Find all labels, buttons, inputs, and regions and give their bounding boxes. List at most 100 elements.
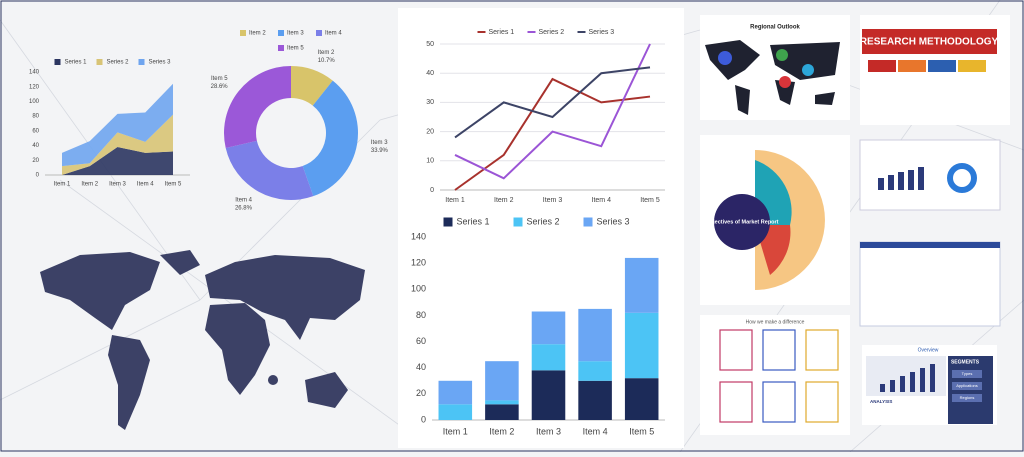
bar <box>485 361 519 401</box>
thumb-title: SEGMENTS <box>951 359 980 365</box>
legend-label: Item 5 <box>287 46 304 52</box>
y-tick-label: 80 <box>32 114 39 120</box>
step <box>958 60 986 72</box>
bar <box>578 361 612 381</box>
legend-label: Series 3 <box>149 60 172 66</box>
x-tick-label: Item 2 <box>81 182 98 188</box>
slice-label: Item 5 <box>211 76 228 82</box>
legend-label: Item 4 <box>325 31 342 37</box>
segment-label: Regions <box>960 395 975 400</box>
y-tick-label: 50 <box>426 41 434 48</box>
legend-label: Series 1 <box>65 60 88 66</box>
step <box>868 60 896 72</box>
bar <box>624 312 659 379</box>
world-map <box>40 250 365 430</box>
step <box>928 60 956 72</box>
donut-slice <box>223 66 291 149</box>
thumb-donut <box>947 163 977 193</box>
bar <box>531 344 566 371</box>
thumb-title: Overview <box>918 347 939 353</box>
legend-swatch <box>240 30 246 36</box>
y-tick-label: 60 <box>416 336 426 346</box>
slice-label: Item 4 <box>235 198 252 204</box>
legend-swatch <box>278 45 284 51</box>
legend-swatch <box>54 59 61 65</box>
x-tick-label: Item 1 <box>443 426 468 436</box>
x-tick-label: Item 4 <box>592 197 612 204</box>
x-tick-label: Item 5 <box>629 426 654 436</box>
line <box>454 77 651 191</box>
x-tick-label: Item 3 <box>109 182 126 188</box>
y-tick-label: 140 <box>411 231 426 241</box>
x-tick-label: Item 4 <box>583 426 608 436</box>
area <box>62 114 173 175</box>
legend-label: Item 2 <box>249 31 266 37</box>
thumb-map <box>705 40 840 115</box>
bar <box>485 400 519 405</box>
slice-value: 26.8% <box>235 206 253 212</box>
y-tick-label: 0 <box>36 173 40 179</box>
step <box>898 60 926 72</box>
slice-label: Item 3 <box>371 140 388 146</box>
y-tick-label: 100 <box>411 284 426 294</box>
y-tick-label: 100 <box>29 99 40 105</box>
legend-label: Series 3 <box>597 216 630 226</box>
slice-value: 33.9% <box>371 148 389 154</box>
x-tick-label: Item 5 <box>165 182 182 188</box>
y-tick-label: 30 <box>426 99 434 106</box>
legend-label: Item 3 <box>287 31 304 37</box>
x-tick-label: Item 1 <box>445 197 465 204</box>
bar <box>624 257 659 313</box>
wheel-center <box>714 194 770 250</box>
segment-chip <box>952 370 982 378</box>
y-tick-label: 10 <box>426 158 434 165</box>
legend-label: Series 2 <box>539 29 565 36</box>
thumb-table-head <box>860 242 1000 248</box>
thumb-title: RESEARCH METHODOLOGY <box>860 37 999 48</box>
x-tick-label: Item 2 <box>494 197 514 204</box>
donut-slice <box>225 140 314 200</box>
bar <box>485 404 519 420</box>
y-tick-label: 140 <box>29 70 40 76</box>
legend-swatch <box>513 217 523 227</box>
bar <box>624 378 659 420</box>
donut-slice <box>302 80 358 197</box>
x-tick-label: Item 2 <box>489 426 514 436</box>
x-tick-label: Item 3 <box>543 197 563 204</box>
bar <box>531 370 566 420</box>
thumb-boxes <box>719 329 839 423</box>
x-tick-label: Item 3 <box>536 426 561 436</box>
y-tick-label: 0 <box>421 414 426 424</box>
segment-chip <box>952 394 982 402</box>
thumb-dot <box>802 64 814 76</box>
y-tick-label: 40 <box>416 362 426 372</box>
thumb-label: ANALYSIS <box>870 399 892 404</box>
legend-label: Series 1 <box>457 216 490 226</box>
y-tick-label: 40 <box>32 143 39 149</box>
slice-value: 10.7% <box>318 58 336 64</box>
thumb-dot <box>718 51 732 65</box>
slice-value: 28.6% <box>211 84 229 90</box>
bar <box>438 404 473 420</box>
y-tick-label: 20 <box>32 158 39 164</box>
legend-swatch <box>138 59 145 65</box>
y-tick-label: 0 <box>430 187 434 194</box>
thumb-bars <box>878 167 924 190</box>
area <box>62 147 173 175</box>
x-tick-label: Item 1 <box>54 182 71 188</box>
y-tick-label: 80 <box>416 310 426 320</box>
legend-label: Series 2 <box>527 216 560 226</box>
x-tick-label: Item 5 <box>640 197 660 204</box>
legend-label: Series 2 <box>107 60 130 66</box>
thumb-title: Objectives of Market Report <box>705 219 778 225</box>
bar <box>531 311 566 345</box>
legend-swatch <box>583 217 593 227</box>
thumb-dot <box>776 49 788 61</box>
bar <box>578 380 612 420</box>
y-tick-label: 60 <box>32 128 39 134</box>
thumb-title: How we make a difference <box>746 319 805 325</box>
area <box>62 83 173 167</box>
